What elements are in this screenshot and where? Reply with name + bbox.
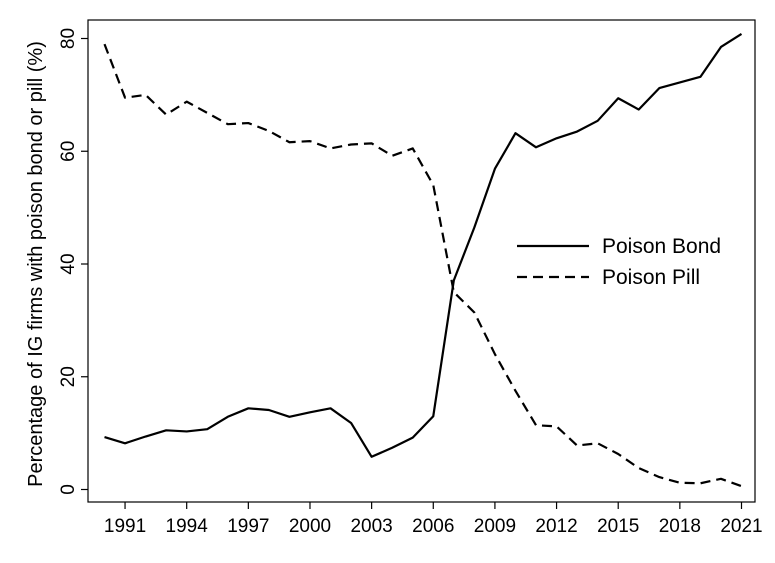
y-tick-label: 0 [58,484,79,495]
x-tick-label: 2018 [659,516,701,537]
y-tick-label: 60 [58,141,79,162]
x-tick-label: 1991 [104,516,146,537]
legend-label: Poison Bond [602,235,721,258]
y-tick-label: 80 [58,28,79,49]
x-tick-label: 2003 [350,516,392,537]
series-poison-bond [104,33,743,458]
x-tick-label: 2021 [720,516,762,537]
legend: Poison Bond Poison Pill [517,235,721,289]
x-tick-label: 1997 [227,516,269,537]
series-poison-pill [103,43,742,488]
plot-area-frame [87,19,756,503]
x-tick-label: 2000 [289,516,331,537]
x-tick-label: 2015 [597,516,639,537]
y-axis: 0 20 40 60 80 [58,28,88,495]
x-tick-label: 2009 [474,516,516,537]
y-tick-label: 40 [58,253,79,274]
y-axis-title: Percentage of IG firms with poison bond … [25,41,47,487]
x-tick-label: 2006 [412,516,454,537]
series-line [104,33,743,458]
series-layer [103,33,743,488]
x-axis: 1991 1994 1997 2000 2003 2006 2009 2012 2015 2018… [104,502,763,537]
legend-label: Poison Pill [602,266,700,289]
y-tick-label: 20 [58,366,79,387]
x-tick-label: 1994 [166,516,209,537]
x-tick-label: 2012 [535,516,577,537]
